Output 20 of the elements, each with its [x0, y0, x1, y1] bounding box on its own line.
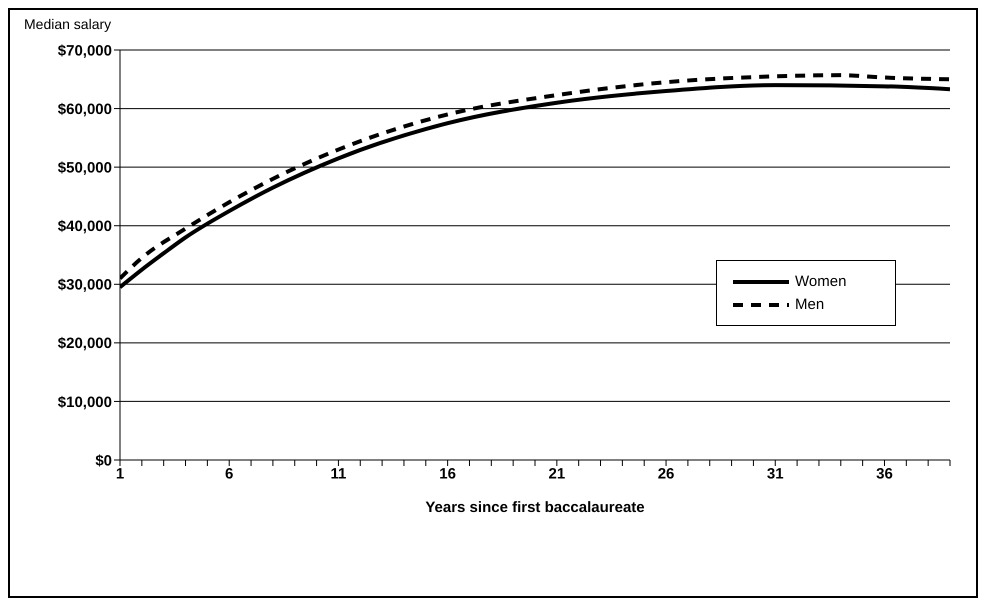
- y-axis-title: Median salary: [24, 16, 112, 32]
- y-tick-label: $20,000: [58, 335, 112, 352]
- x-tick-label: 6: [225, 466, 234, 483]
- y-tick-label: $40,000: [58, 218, 112, 236]
- x-tick-label: 21: [548, 466, 566, 483]
- legend-label: Men: [795, 296, 824, 313]
- x-tick-label: 1: [116, 466, 124, 483]
- y-tick-label: $70,000: [58, 42, 112, 60]
- x-tick-label: 36: [876, 466, 893, 483]
- x-tick-label: 16: [439, 466, 456, 483]
- x-tick-label: 11: [330, 466, 346, 483]
- y-tick-label: $10,000: [58, 394, 112, 411]
- legend-label: Women: [795, 273, 846, 290]
- x-axis-title: Years since first baccalaureate: [425, 499, 645, 516]
- y-tick-label: $60,000: [58, 100, 112, 118]
- x-tick-label: 26: [658, 466, 674, 483]
- y-tick-label: $30,000: [58, 276, 112, 294]
- y-tick-label: $0: [95, 452, 112, 470]
- y-tick-label: $50,000: [58, 159, 112, 176]
- x-tick-label: 31: [766, 466, 784, 483]
